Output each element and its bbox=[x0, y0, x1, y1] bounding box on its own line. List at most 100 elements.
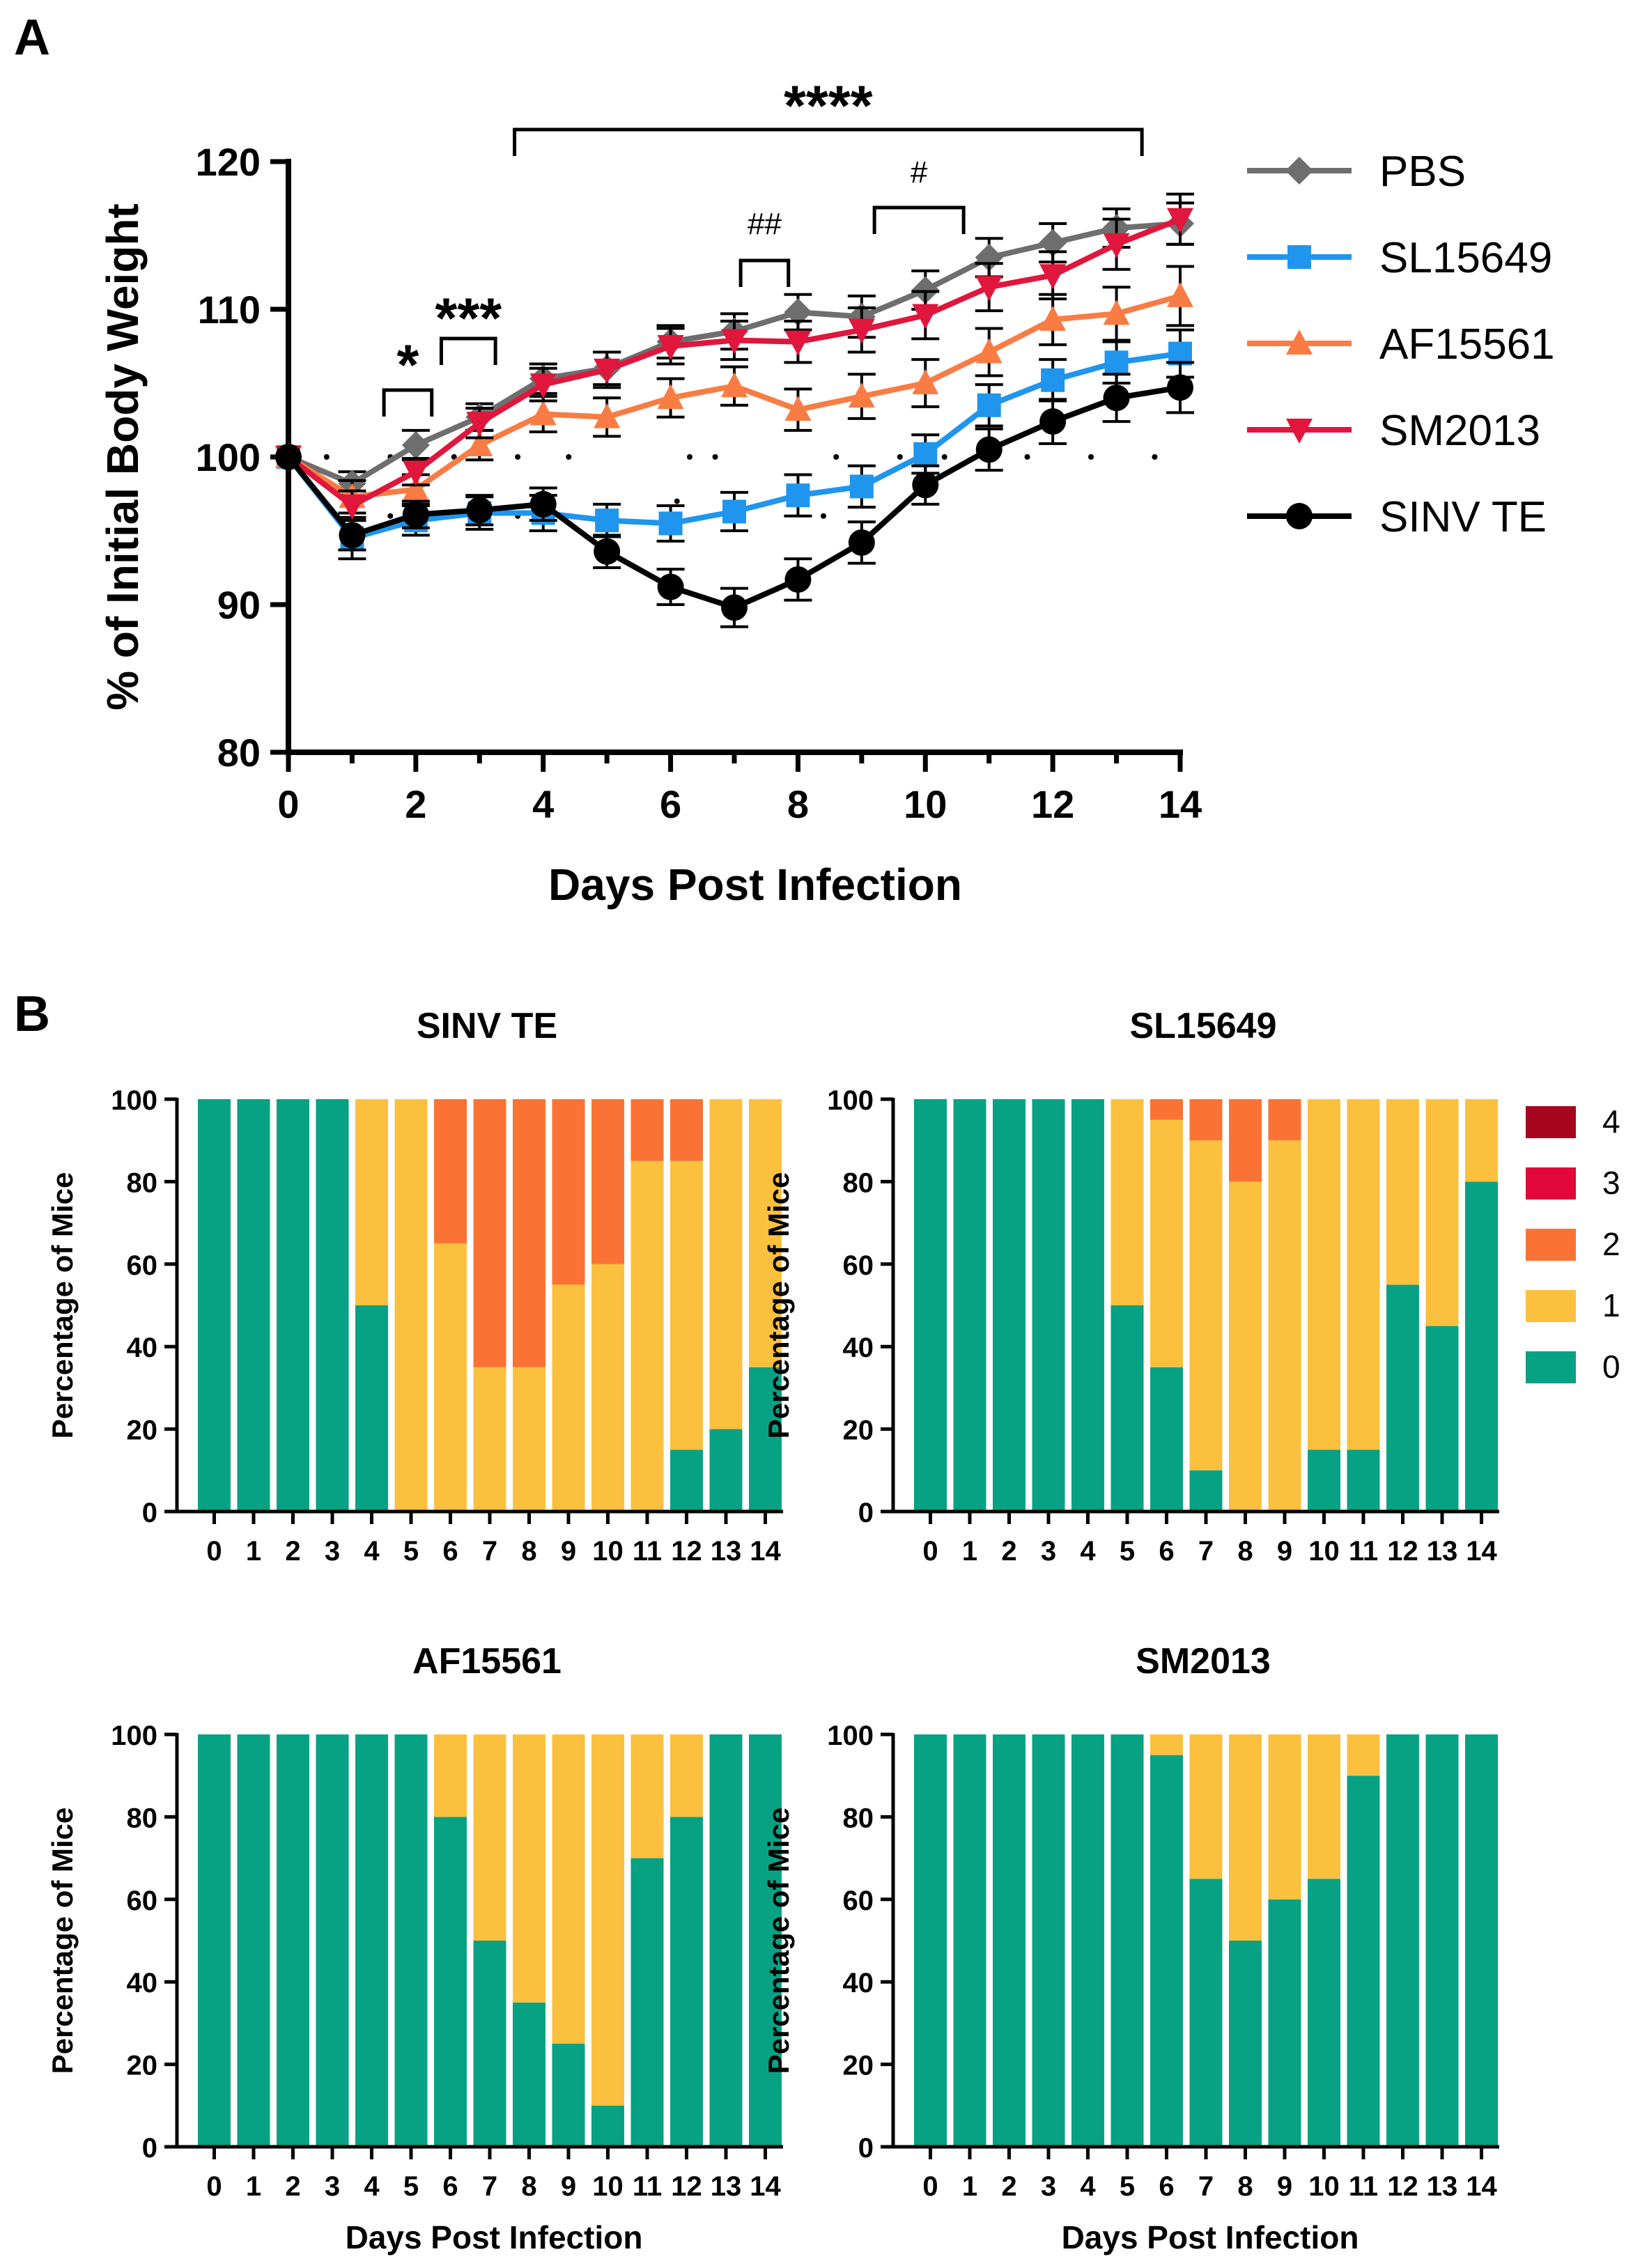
data-point bbox=[975, 338, 1003, 364]
bar-segment bbox=[1150, 1734, 1183, 1755]
data-point bbox=[1167, 208, 1193, 233]
legend-swatch bbox=[1526, 1167, 1576, 1199]
x-tick-label: 0 bbox=[206, 2171, 222, 2202]
bar-segment bbox=[1229, 1734, 1262, 1941]
panel-label-b: B bbox=[14, 986, 50, 1042]
y-tick-label: 0 bbox=[142, 1498, 157, 1528]
bar-segment bbox=[591, 1264, 624, 1512]
bar-segment bbox=[670, 1450, 703, 1512]
data-point bbox=[784, 396, 812, 421]
x-tick-label: 0 bbox=[922, 1536, 938, 1567]
data-point bbox=[975, 436, 1003, 463]
bar-segment bbox=[316, 1734, 349, 2147]
bar-segment bbox=[277, 1099, 309, 1512]
bar-segment bbox=[1229, 1099, 1262, 1182]
bar-segment bbox=[355, 1305, 388, 1512]
significance-dot bbox=[566, 454, 572, 460]
bar-segment bbox=[993, 1099, 1026, 1512]
subplot-title: SM2013 bbox=[1136, 1641, 1271, 1681]
x-tick-label: 1 bbox=[246, 2171, 261, 2202]
score-legend: 4 3 2 1 0 bbox=[1526, 1103, 1620, 1385]
bar-segment bbox=[1347, 1099, 1380, 1450]
data-point bbox=[1286, 329, 1313, 355]
x-tick-label: 12 bbox=[1387, 2171, 1418, 2202]
data-point bbox=[466, 431, 493, 457]
significance-dot bbox=[451, 454, 457, 460]
data-point bbox=[784, 298, 812, 327]
bar-segment bbox=[513, 1734, 545, 2003]
legend-swatch bbox=[1526, 1106, 1576, 1138]
series-sinv-te bbox=[275, 361, 1194, 628]
bar-segment bbox=[630, 1858, 664, 2147]
data-point bbox=[529, 490, 557, 518]
bar-segment bbox=[630, 1160, 664, 1512]
bar-segment bbox=[1150, 1119, 1183, 1367]
data-point bbox=[1104, 350, 1129, 375]
significance-bracket bbox=[738, 258, 791, 287]
data-point bbox=[1039, 305, 1067, 331]
y-tick-label: 20 bbox=[127, 1415, 158, 1446]
y-tick-label: 90 bbox=[217, 583, 261, 627]
data-point bbox=[912, 369, 939, 394]
x-tick-label: 9 bbox=[1277, 2171, 1292, 2202]
x-tick-label: 4 bbox=[364, 2171, 380, 2202]
x-tick-label: 6 bbox=[1159, 1536, 1174, 1567]
x-tick-label: 10 bbox=[1308, 1536, 1340, 1567]
data-point bbox=[784, 566, 812, 593]
data-point bbox=[595, 508, 619, 533]
bar-segment bbox=[1347, 1450, 1380, 1512]
x-tick-label: 4 bbox=[1080, 2171, 1096, 2202]
x-tick-label: 11 bbox=[1349, 2171, 1378, 2202]
bar-segment bbox=[670, 1160, 703, 1450]
bar-segment bbox=[355, 1734, 388, 2147]
data-point bbox=[913, 442, 938, 466]
data-point bbox=[466, 497, 493, 524]
x-tick-label: 2 bbox=[285, 1536, 300, 1567]
legend-label: SM2013 bbox=[1379, 407, 1540, 455]
bar-segment bbox=[1465, 1181, 1498, 1512]
bar-segment bbox=[1425, 1099, 1459, 1326]
y-tick-label: 0 bbox=[858, 2133, 874, 2164]
bar-segment bbox=[670, 1099, 703, 1161]
data-point bbox=[912, 472, 939, 499]
data-point bbox=[657, 335, 684, 360]
significance-label: **** bbox=[784, 75, 873, 138]
significance-label: ## bbox=[748, 207, 782, 241]
data-point bbox=[594, 358, 621, 384]
legend-label: 3 bbox=[1602, 1165, 1620, 1201]
x-tick-label: 0 bbox=[277, 782, 299, 826]
y-tick-label: 40 bbox=[843, 1333, 874, 1363]
y-tick-label: 40 bbox=[127, 1968, 158, 1998]
x-tick-label: 12 bbox=[1031, 782, 1074, 826]
y-tick-label: 0 bbox=[142, 2133, 157, 2164]
bar-segment bbox=[630, 1734, 664, 1858]
significance-dot bbox=[712, 454, 718, 460]
bar-segment bbox=[1032, 1099, 1065, 1512]
bar-segment bbox=[591, 1734, 624, 2106]
bar-segment bbox=[434, 1734, 467, 1817]
bar-segment bbox=[993, 1734, 1026, 2147]
legend-label: 2 bbox=[1602, 1226, 1620, 1262]
legend-label: AF15561 bbox=[1379, 320, 1555, 368]
bar-segment bbox=[552, 2044, 585, 2147]
bar-segment bbox=[1229, 1941, 1262, 2147]
x-tick-label: 7 bbox=[1198, 1536, 1214, 1567]
x-tick-label: 2 bbox=[405, 782, 426, 826]
x-tick-label: 7 bbox=[1198, 2171, 1214, 2202]
y-tick-label: 20 bbox=[843, 2051, 874, 2081]
x-tick-label: 9 bbox=[1277, 1536, 1292, 1567]
significance-label: *** bbox=[435, 287, 502, 350]
x-tick-label: 12 bbox=[671, 2171, 702, 2202]
bar-segment bbox=[1268, 1099, 1301, 1141]
x-axis-label: Days Post Infection bbox=[346, 2219, 643, 2255]
x-tick-label: 5 bbox=[1120, 2171, 1135, 2202]
y-tick-label: 80 bbox=[127, 1803, 158, 1833]
x-tick-label: 7 bbox=[482, 2171, 497, 2202]
data-point bbox=[339, 494, 366, 520]
bar-segment bbox=[1229, 1181, 1262, 1512]
legend-label: 0 bbox=[1602, 1349, 1620, 1385]
data-point bbox=[401, 431, 430, 460]
bar-segment bbox=[316, 1099, 349, 1512]
data-point bbox=[594, 538, 621, 565]
